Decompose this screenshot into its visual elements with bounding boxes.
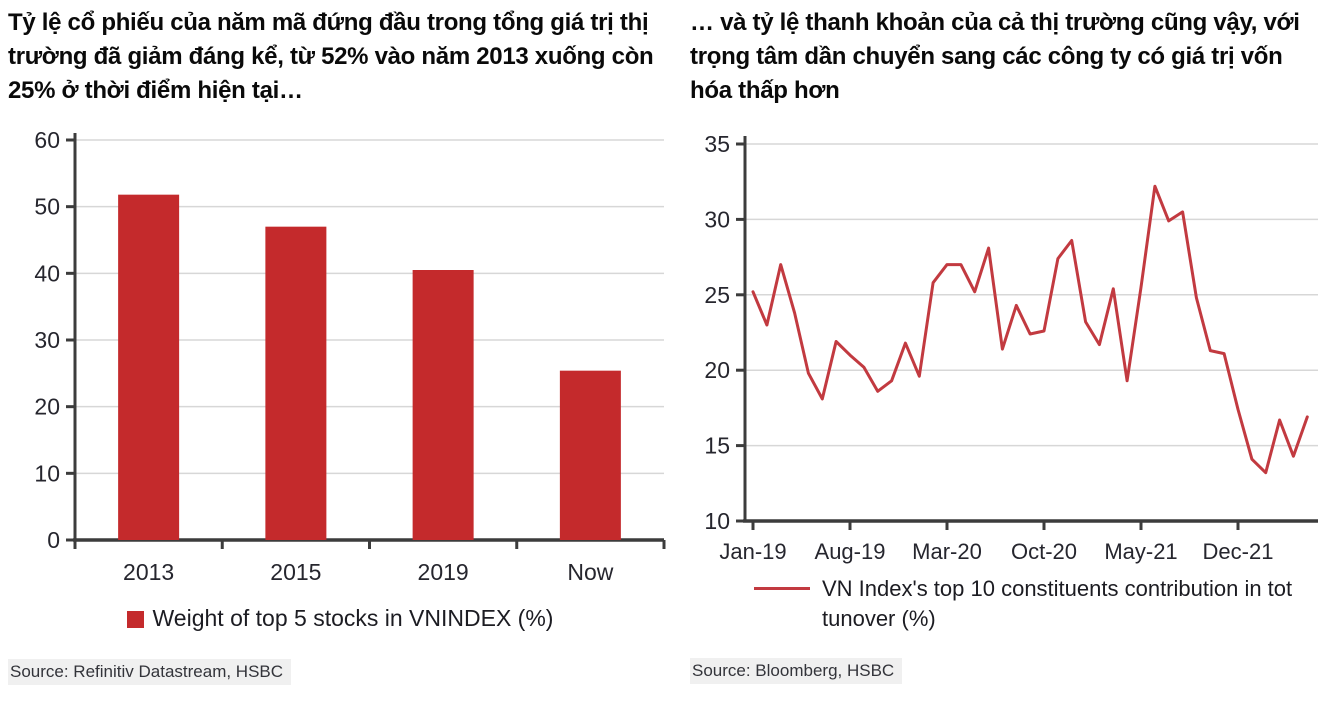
x-tick-label: Mar-20	[912, 539, 982, 564]
bar-legend-label: Weight of top 5 stocks in VNINDEX (%)	[152, 605, 554, 631]
page: Tỷ lệ cổ phiếu của năm mã đứng đầu trong…	[8, 4, 1325, 685]
x-tick-label: 2019	[418, 559, 469, 585]
y-tick-label: 60	[34, 127, 60, 153]
y-tick-label: 0	[47, 527, 60, 553]
x-tick-label: Dec-21	[1203, 539, 1274, 564]
y-tick-label: 40	[34, 260, 60, 286]
y-tick-label: 30	[704, 206, 730, 232]
line-chart-title: … và tỷ lệ thanh khoản của cả thị trường…	[690, 9, 1300, 104]
bar-chart-source-row: Source: Refinitiv Datastream, HSBC	[8, 659, 672, 685]
line-chart-source: Source: Bloomberg, HSBC	[690, 658, 903, 684]
bar-2019	[412, 270, 474, 540]
x-tick-label: Oct-20	[1011, 539, 1077, 564]
x-tick-label: Now	[567, 559, 613, 585]
x-tick-label: Jan-19	[719, 539, 786, 564]
bar-Now	[559, 370, 621, 540]
bar-2015	[265, 226, 327, 540]
line-chart: 10 15 20 25 30 35 Jan-19 Aug-19 Mar-20 Oct-20 May-…	[704, 131, 1318, 564]
bar-chart-source: Source: Refinitiv Datastream, HSBC	[8, 659, 292, 685]
bar-legend-swatch	[126, 610, 144, 628]
y-tick-label: 20	[34, 394, 60, 420]
y-tick-label: 30	[34, 327, 60, 353]
y-tick-label: 15	[704, 433, 730, 459]
series-top10-turnover	[751, 184, 1309, 475]
line-chart-source-row: Source: Bloomberg, HSBC	[690, 658, 1325, 684]
y-tick-label: 35	[704, 131, 730, 157]
x-tick-label: 2015	[270, 559, 321, 585]
y-tick-label: 25	[704, 282, 730, 308]
line-legend-swatch	[754, 587, 810, 590]
y-tick-label: 10	[704, 508, 730, 534]
y-tick-label: 50	[34, 194, 60, 220]
x-tick-label: May-21	[1104, 539, 1177, 564]
panel-bar-chart: Tỷ lệ cổ phiếu của năm mã đứng đầu trong…	[8, 4, 672, 685]
bar-chart-title: Tỷ lệ cổ phiếu của năm mã đứng đầu trong…	[8, 9, 654, 104]
panel-line-chart: … và tỷ lệ thanh khoản của cả thị trường…	[690, 4, 1325, 685]
bar-chart-legend: Weight of top 5 stocks in VNINDEX (%)	[8, 603, 672, 633]
bar-2013	[118, 194, 180, 540]
line-chart-legend: VN Index's top 10 constituents contribut…	[754, 574, 1325, 634]
x-tick-label: Aug-19	[815, 539, 886, 564]
bar-chart: 0 10 20 30 40 50 60 2013 2015 2019 Now	[34, 127, 666, 585]
y-tick-label: 10	[34, 460, 60, 486]
y-tick-label: 20	[704, 357, 730, 383]
x-tick-label: 2013	[123, 559, 174, 585]
line-legend-label: VN Index's top 10 constituents contribut…	[822, 576, 1293, 631]
